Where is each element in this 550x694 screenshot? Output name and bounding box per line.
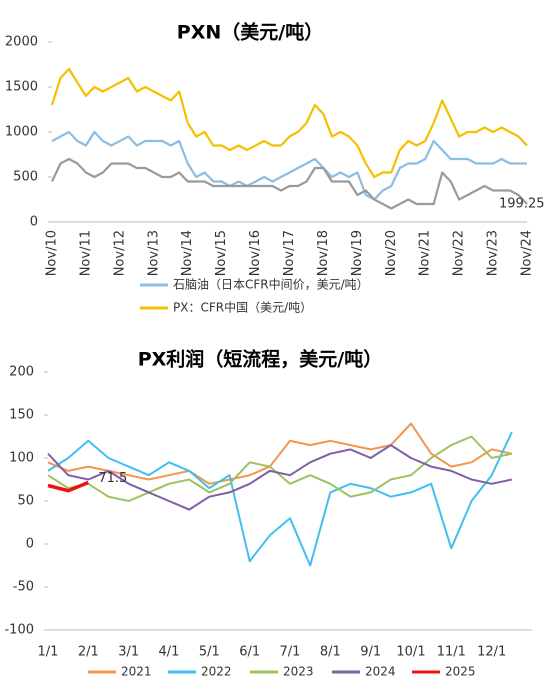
x-tick-label: 6/1 [239, 645, 260, 660]
x-tick-label: Nov/12 [112, 230, 127, 276]
legend-label: 石脑油（日本CFR中间价，美元/吨） [173, 277, 369, 292]
y-tick-label: 0 [26, 537, 34, 552]
x-tick-label: Nov/24 [520, 230, 535, 276]
x-tick-label: 12/1 [477, 645, 506, 660]
x-tick-label: Nov/10 [45, 230, 60, 276]
x-tick-label: Nov/17 [282, 230, 297, 276]
series-line [50, 67, 528, 179]
y-tick-label: 0 [30, 215, 38, 230]
y-tick-label: -50 [13, 580, 34, 595]
x-tick-label: 4/1 [159, 645, 180, 660]
series-line [47, 480, 89, 493]
x-tick-label: 11/1 [437, 645, 466, 660]
x-tick-label: Nov/19 [350, 230, 365, 276]
x-tick-label: Nov/11 [78, 230, 93, 276]
annotation: 71.5 [98, 471, 127, 486]
legend-label: 2022 [201, 665, 232, 679]
x-tick-label: 1/1 [38, 645, 59, 660]
x-tick-label: Nov/16 [248, 230, 263, 276]
y-tick-label: 1500 [5, 80, 38, 95]
x-tick-label: Nov/20 [384, 230, 399, 276]
x-tick-label: Nov/21 [418, 230, 433, 276]
y-tick-label: 50 [17, 494, 34, 509]
legend-label: PX：CFR中国（美元/吨） [173, 300, 312, 315]
annotation: 199.25 [499, 197, 545, 212]
y-tick-label: 2000 [5, 35, 38, 50]
x-tick-label: Nov/14 [180, 230, 195, 276]
x-tick-label: Nov/22 [452, 230, 467, 276]
series-line [47, 431, 513, 567]
x-tick-label: 10/1 [396, 645, 425, 660]
x-tick-label: Nov/23 [486, 230, 501, 276]
y-tick-label: 150 [9, 408, 34, 423]
chart-title: PX利润（短流程，美元/吨） [138, 348, 383, 371]
x-tick-label: 9/1 [360, 645, 381, 660]
chart-title: PXN（美元/吨） [177, 21, 323, 44]
x-tick-label: Nov/18 [316, 230, 331, 276]
legend-label: 2021 [121, 665, 152, 679]
x-tick-label: 5/1 [199, 645, 220, 660]
series-line [51, 130, 527, 201]
x-tick-label: 3/1 [118, 645, 139, 660]
x-tick-label: Nov/13 [146, 230, 161, 276]
y-tick-label: -100 [4, 623, 34, 638]
y-tick-label: 1000 [5, 125, 38, 140]
x-tick-label: Nov/15 [214, 230, 229, 276]
series-line [51, 157, 528, 210]
series-line [47, 444, 513, 511]
legend-label: 2025 [445, 665, 476, 679]
x-tick-label: 8/1 [320, 645, 341, 660]
y-tick-label: 500 [13, 170, 38, 185]
y-tick-label: 100 [9, 451, 34, 466]
x-tick-label: 7/1 [280, 645, 301, 660]
x-tick-label: 2/1 [78, 645, 99, 660]
legend-label: 2024 [365, 665, 396, 679]
legend-label: 2023 [283, 665, 314, 679]
y-tick-label: 200 [9, 365, 34, 380]
series-line [47, 435, 513, 502]
